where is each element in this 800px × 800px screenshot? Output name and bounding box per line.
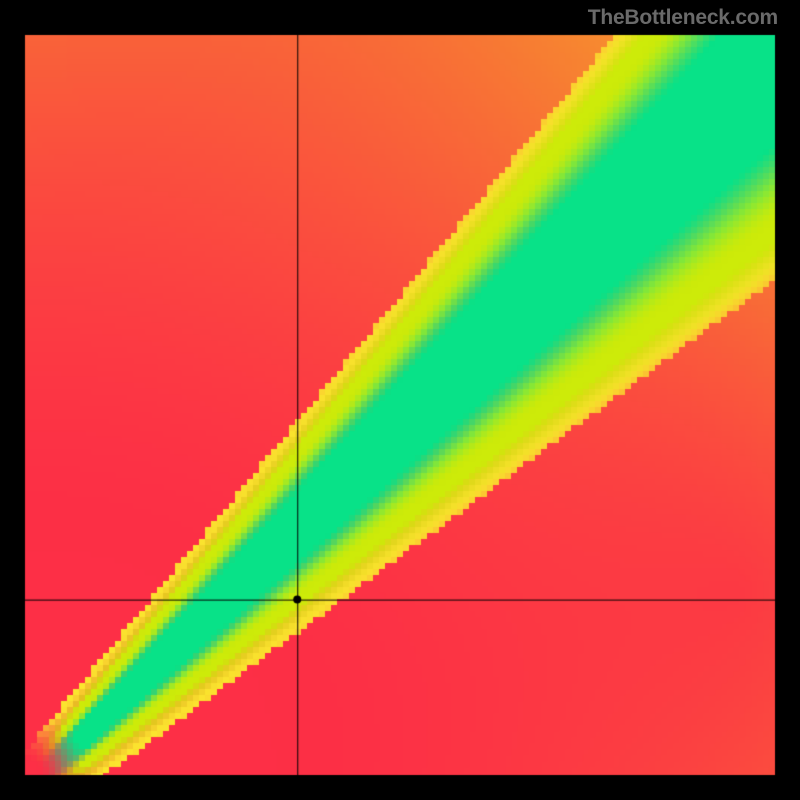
chart-container: TheBottleneck.com: [0, 0, 800, 800]
heatmap-canvas: [0, 0, 800, 800]
watermark-text: TheBottleneck.com: [588, 6, 778, 30]
